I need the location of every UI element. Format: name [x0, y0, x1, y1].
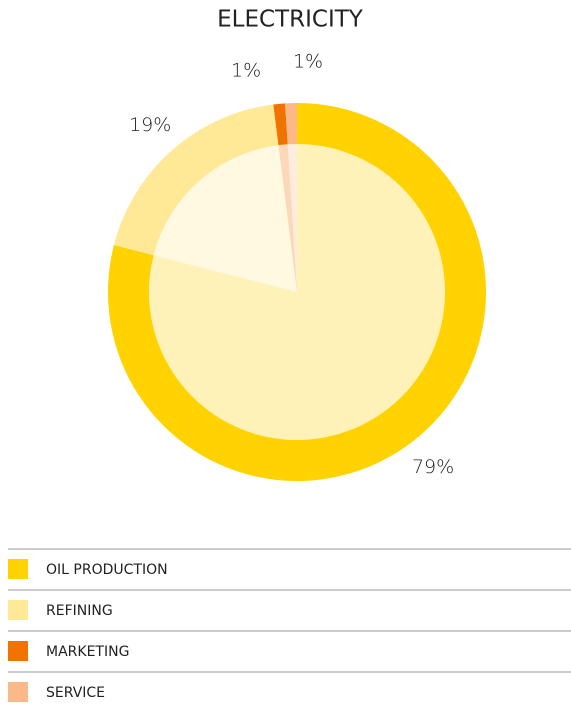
data-label: 19%: [129, 114, 171, 136]
data-label: 1%: [231, 59, 261, 81]
legend-swatch: [8, 682, 28, 702]
legend-swatch: [8, 641, 28, 661]
legend-swatch: [8, 600, 28, 620]
data-label: 79%: [412, 456, 454, 478]
legend-label: SERVICE: [46, 685, 105, 701]
pie-slice-inner: [149, 144, 446, 440]
chart-title: ELECTRICITY: [217, 7, 364, 33]
legend-label: MARKETING: [46, 644, 129, 660]
pie-slice-outer: [285, 103, 297, 145]
pie-slice-outer: [273, 103, 288, 146]
pie-slice-inner: [287, 144, 297, 292]
pie-slice-inner: [153, 145, 297, 292]
legend-label: OIL PRODUCTION: [46, 562, 168, 578]
legend-swatch: [8, 559, 28, 579]
data-label: 1%: [293, 51, 323, 73]
pie-slice-inner: [278, 144, 297, 292]
pie-slice-outer: [113, 104, 279, 256]
legend-label: REFINING: [46, 603, 113, 619]
